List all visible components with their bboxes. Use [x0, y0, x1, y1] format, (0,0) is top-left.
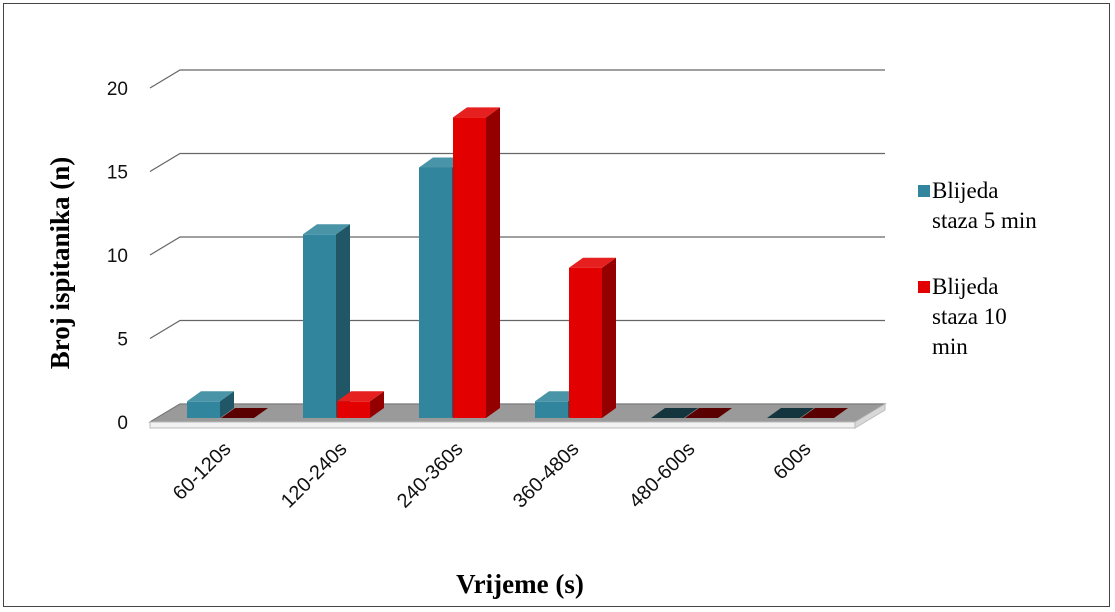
- bar: [221, 408, 268, 418]
- gridline: [149, 152, 885, 173]
- bar: [303, 224, 350, 418]
- bar-side: [220, 391, 234, 418]
- y-tick-label: 15: [107, 163, 128, 184]
- chart-frame: [3, 3, 1110, 607]
- x-axis-title: Vrijeme (s): [456, 569, 584, 599]
- x-tick-label: 60-120s: [169, 438, 236, 505]
- legend-swatch-5min: [918, 185, 930, 197]
- x-tick-label: 120-240s: [277, 438, 352, 513]
- y-tick-label: 10: [107, 246, 128, 267]
- bar-top: [303, 224, 350, 235]
- bar: [801, 408, 848, 418]
- legend-swatch-10min: [918, 281, 930, 293]
- bar-side: [486, 107, 500, 419]
- x-tick-label: 600s: [769, 438, 815, 484]
- bar-top: [221, 408, 268, 418]
- legend-item-10min: Blijeda staza 10 min: [918, 272, 1042, 362]
- bar-front: [535, 401, 568, 418]
- bar: [767, 408, 814, 418]
- bar-top: [187, 391, 234, 402]
- y-tick-label: 20: [107, 79, 128, 100]
- bar-front: [337, 401, 370, 418]
- legend-label-10min: Blijeda staza 10 min: [932, 274, 1007, 359]
- gridline: [149, 319, 885, 340]
- bar: [337, 391, 384, 418]
- bar-top: [453, 107, 500, 118]
- bars: [187, 107, 848, 419]
- floor-side: [854, 403, 886, 429]
- bar-front: [569, 267, 602, 418]
- y-tick-label: 5: [117, 330, 128, 351]
- floor-front: [149, 421, 856, 429]
- bar-top: [651, 408, 698, 418]
- y-tick-label: 0: [117, 413, 128, 434]
- bar-front: [187, 401, 220, 418]
- y-axis-title: Broj ispitanika (n): [45, 157, 75, 370]
- y-tick-labels: 0 5 10 15 20: [107, 79, 128, 434]
- gridline: [149, 236, 885, 256]
- gridlines: [149, 69, 885, 423]
- bar: [569, 257, 616, 418]
- bar-top: [767, 408, 814, 418]
- bar-top: [685, 408, 732, 418]
- bar-front: [303, 234, 336, 418]
- bar-top: [569, 257, 616, 268]
- bar-top: [801, 408, 848, 418]
- gridline: [149, 69, 885, 89]
- legend-label-5min: Blijeda staza 5 min: [932, 178, 1037, 233]
- x-tick-labels: 60-120s 120-240s 240-360s 360-480s 480-600s 6…: [169, 438, 816, 513]
- bar: [187, 391, 234, 418]
- bar-side: [602, 257, 616, 418]
- x-tick-label: 360-480s: [509, 438, 584, 513]
- legend: Blijeda staza 5 min Blijeda staza 10 min: [918, 176, 1042, 398]
- x-tick-label: 240-360s: [393, 438, 468, 513]
- bar-front: [419, 167, 452, 418]
- legend-item-5min: Blijeda staza 5 min: [918, 176, 1042, 236]
- bar-top: [337, 391, 384, 402]
- bar: [453, 107, 500, 419]
- bar-side: [370, 391, 384, 418]
- bar-side: [336, 224, 350, 418]
- bar-front: [453, 117, 486, 419]
- bar: [651, 408, 698, 418]
- bar: [685, 408, 732, 418]
- x-tick-label: 480-600s: [625, 438, 700, 513]
